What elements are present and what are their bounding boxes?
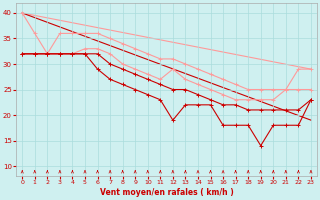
X-axis label: Vent moyen/en rafales ( km/h ): Vent moyen/en rafales ( km/h ) (100, 188, 234, 197)
